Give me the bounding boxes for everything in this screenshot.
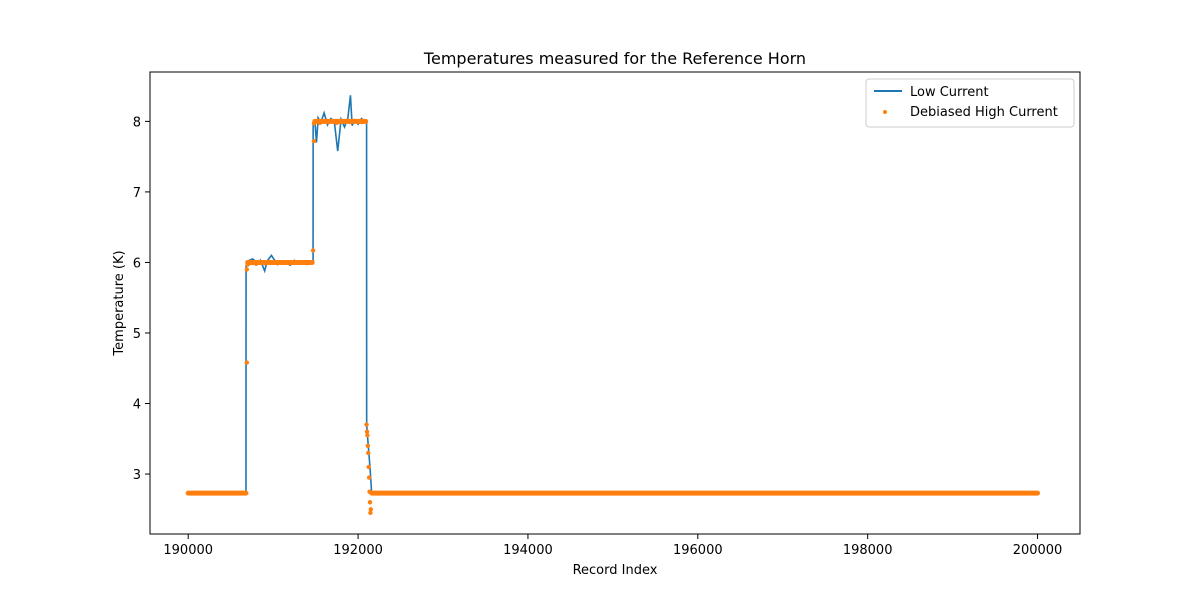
scatter-point: [287, 260, 293, 266]
scatter-point: [343, 119, 348, 124]
scatter-point: [203, 490, 208, 496]
scatter-point: [270, 260, 276, 265]
scatter-point: [440, 490, 446, 496]
scatter-point: [247, 260, 252, 266]
scatter-point: [310, 248, 316, 253]
scatter-point: [300, 260, 306, 265]
scatter-point: [310, 260, 315, 265]
scatter-point: [253, 261, 259, 267]
scatter-point: [366, 475, 372, 480]
scatter-point: [365, 443, 371, 449]
scatter-point: [1035, 490, 1040, 496]
scatter-point: [355, 119, 361, 124]
scatter-point: [338, 119, 344, 124]
scatter-point: [279, 260, 284, 265]
x-tick-label: 192000: [333, 543, 383, 558]
scatter-point: [334, 120, 340, 125]
y-tick-label: 6: [133, 256, 141, 271]
scatter-point: [283, 260, 289, 265]
chart-title: Temperatures measured for the Reference …: [423, 49, 806, 68]
x-tick-label: 194000: [503, 543, 553, 558]
y-tick-label: 8: [133, 115, 141, 130]
scatter-point: [330, 119, 335, 124]
legend-frame: [865, 78, 1075, 128]
legend-label-low-current: Low Current: [910, 85, 989, 100]
scatter-point: [317, 120, 323, 125]
x-axis-label: Record Index: [573, 563, 658, 578]
x-tick-label: 198000: [843, 543, 893, 558]
scatter-point: [366, 464, 371, 470]
scatter-point: [398, 490, 403, 496]
scatter-point: [244, 267, 250, 272]
scatter-point: [360, 119, 365, 125]
scatter-point: [194, 490, 199, 496]
scatter-point: [366, 450, 371, 456]
scatter-point: [266, 260, 272, 265]
y-tick-label: 5: [133, 327, 141, 342]
scatter-point: [304, 260, 310, 266]
scatter-point: [610, 490, 616, 496]
scatter-point: [525, 490, 531, 496]
y-axis-label: Temperature (K): [112, 250, 127, 356]
scatter-point: [244, 360, 250, 365]
scatter-point: [292, 260, 297, 265]
scatter-point: [275, 260, 280, 266]
scatter-point: [369, 490, 374, 496]
scatter-point: [219, 490, 225, 496]
scatter-point: [950, 490, 955, 496]
x-tick-label: 190000: [163, 543, 213, 558]
plot-frame: [149, 71, 1081, 535]
x-tick-label: 200000: [1013, 543, 1063, 558]
scatter-point: [351, 119, 357, 124]
scatter-point: [321, 119, 327, 124]
scatter-point: [236, 490, 242, 496]
legend: Low Current Debiased High Current: [865, 78, 1075, 128]
plot-area: [185, 95, 1041, 516]
scatter-point: [326, 119, 331, 125]
scatter-point: [695, 490, 701, 496]
scatter-point: [258, 260, 263, 265]
scatter-point: [368, 507, 374, 512]
scatter-point: [228, 490, 233, 496]
scatter-point: [365, 433, 370, 438]
scatter-point: [186, 490, 191, 496]
scatter-point: [311, 138, 317, 144]
scatter-point: [368, 510, 373, 516]
scatter-point: [313, 119, 318, 124]
y-tick-label: 7: [133, 186, 141, 201]
y-tick-label: 3: [133, 468, 141, 483]
scatter-point: [262, 260, 267, 266]
scatter-point: [367, 500, 373, 505]
axis-ticks: 190000 192000 194000 196000 198000 200000 3 4 5 6…: [133, 115, 1063, 558]
scatter-point: [250, 260, 255, 265]
x-tick-label: 196000: [673, 543, 723, 558]
scatter-point: [372, 490, 378, 496]
scatter-point: [780, 490, 785, 496]
scatter-point: [347, 119, 352, 125]
scatter-point: [296, 260, 301, 265]
scatter-point: [364, 429, 370, 434]
y-tick-label: 4: [133, 398, 141, 413]
scatter-point: [363, 119, 368, 124]
scatter-point: [364, 422, 369, 427]
scatter-point: [211, 490, 216, 496]
legend-label-debiased-high-current: Debiased High Current: [910, 105, 1058, 120]
scatter-point: [865, 490, 870, 496]
legend-dot-swatch: [883, 110, 887, 114]
scatter-point: [243, 490, 249, 496]
